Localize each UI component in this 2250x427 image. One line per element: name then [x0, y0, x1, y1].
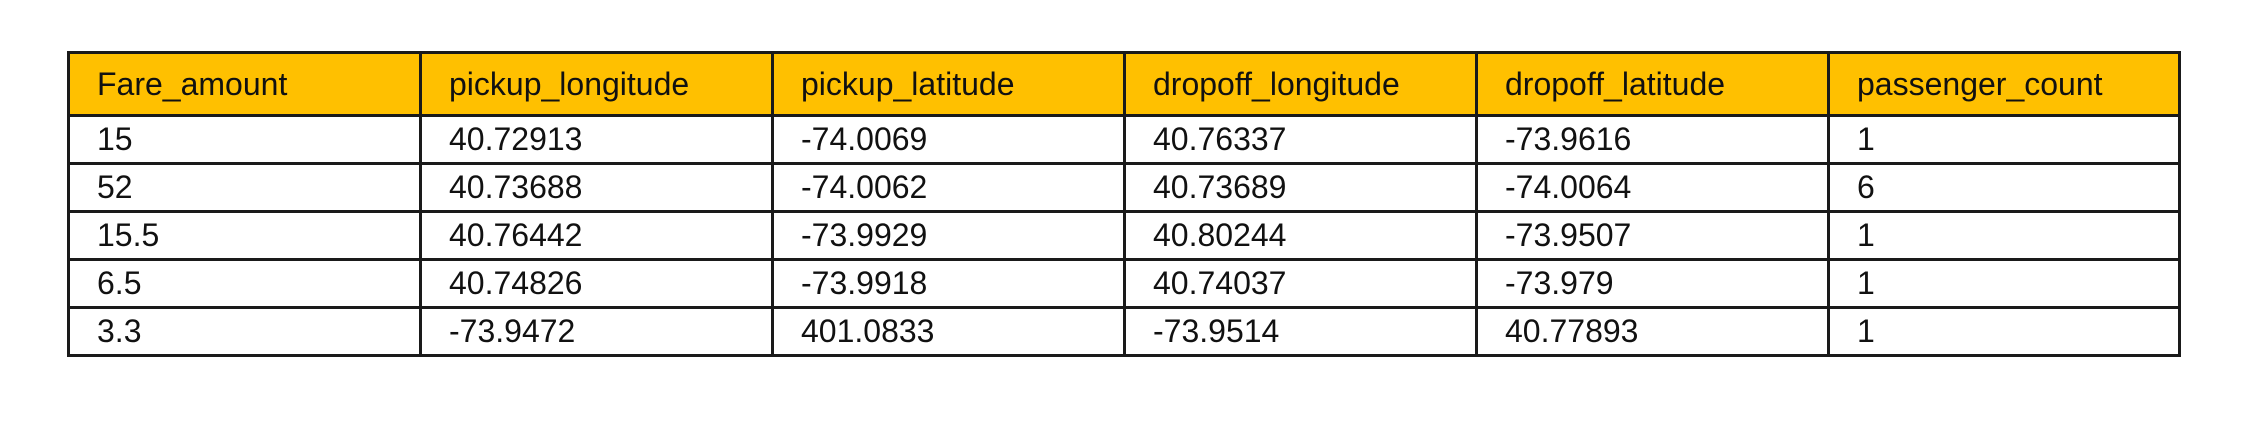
table-cell: 15.5 — [67, 210, 422, 261]
table-cell: -73.9616 — [1475, 114, 1830, 165]
table-cell: 6.5 — [67, 258, 422, 309]
table-row: 3.3 -73.9472 401.0833 -73.9514 40.77893 … — [67, 306, 2181, 357]
table-cell: -73.9507 — [1475, 210, 1830, 261]
table-cell: 1 — [1827, 306, 2181, 357]
data-table-container: Fare_amount pickup_longitude pickup_lati… — [67, 51, 2181, 357]
table-row: 52 40.73688 -74.0062 40.73689 -74.0064 6 — [67, 162, 2181, 213]
table-cell: 40.74826 — [419, 258, 774, 309]
table-cell: 40.76337 — [1123, 114, 1478, 165]
table-cell: 1 — [1827, 210, 2181, 261]
column-header-passenger-count: passenger_count — [1827, 51, 2181, 117]
column-header-dropoff-latitude: dropoff_latitude — [1475, 51, 1830, 117]
table-cell: -73.9472 — [419, 306, 774, 357]
table-row: 6.5 40.74826 -73.9918 40.74037 -73.979 1 — [67, 258, 2181, 309]
table-cell: 40.73689 — [1123, 162, 1478, 213]
table-header-row: Fare_amount pickup_longitude pickup_lati… — [67, 51, 2181, 117]
column-header-dropoff-longitude: dropoff_longitude — [1123, 51, 1478, 117]
data-table: Fare_amount pickup_longitude pickup_lati… — [67, 51, 2181, 357]
table-cell: -73.979 — [1475, 258, 1830, 309]
table-row: 15 40.72913 -74.0069 40.76337 -73.9616 1 — [67, 114, 2181, 165]
table-cell: 401.0833 — [771, 306, 1126, 357]
column-header-fare-amount: Fare_amount — [67, 51, 422, 117]
table-cell: 40.74037 — [1123, 258, 1478, 309]
table-cell: 1 — [1827, 114, 2181, 165]
table-cell: 40.76442 — [419, 210, 774, 261]
table-cell: 15 — [67, 114, 422, 165]
table-cell: -74.0064 — [1475, 162, 1830, 213]
table-cell: -74.0069 — [771, 114, 1126, 165]
column-header-pickup-longitude: pickup_longitude — [419, 51, 774, 117]
table-cell: 3.3 — [67, 306, 422, 357]
column-header-pickup-latitude: pickup_latitude — [771, 51, 1126, 117]
table-cell: -73.9514 — [1123, 306, 1478, 357]
table-cell: -73.9929 — [771, 210, 1126, 261]
table-cell: 40.72913 — [419, 114, 774, 165]
table-cell: 40.80244 — [1123, 210, 1478, 261]
table-cell: 52 — [67, 162, 422, 213]
table-cell: -73.9918 — [771, 258, 1126, 309]
table-cell: 40.73688 — [419, 162, 774, 213]
table-row: 15.5 40.76442 -73.9929 40.80244 -73.9507… — [67, 210, 2181, 261]
table-cell: 1 — [1827, 258, 2181, 309]
table-cell: -74.0062 — [771, 162, 1126, 213]
table-cell: 6 — [1827, 162, 2181, 213]
table-cell: 40.77893 — [1475, 306, 1830, 357]
